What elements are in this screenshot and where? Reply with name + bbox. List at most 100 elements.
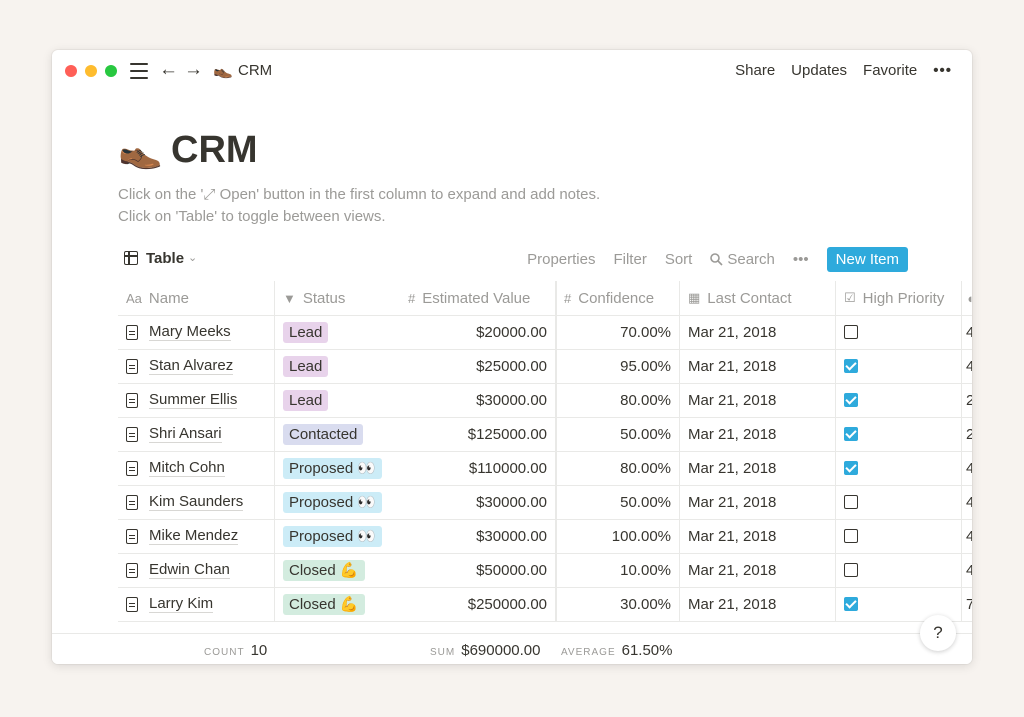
search-button[interactable]: Search [710,251,775,268]
name-cell[interactable]: Stan Alvarez [118,349,275,383]
last-contact-cell[interactable]: Mar 21, 2018 [680,553,836,587]
column-header-last-contact[interactable]: ▦ Last Contact [680,281,836,315]
column-header-overflow[interactable]: ◖ [962,281,972,315]
name-cell[interactable]: Edwin Chan [118,553,275,587]
table-row[interactable]: Stan Alvarez Lead $25000.00 95.00% Mar 21, 2… [118,349,972,384]
confidence-cell[interactable]: 50.00% [556,417,680,451]
column-header-status[interactable]: ▼ Status [275,281,557,315]
more-options-button[interactable]: ••• [933,62,952,79]
last-contact-cell[interactable]: Mar 21, 2018 [680,485,836,519]
view-switcher[interactable]: Table [146,250,185,267]
menu-icon[interactable] [130,63,148,79]
row-name[interactable]: Larry Kim [149,595,214,613]
new-item-button[interactable]: New Item [826,247,908,272]
confidence-cell[interactable]: 50.00% [556,485,680,519]
estimated-value-cell[interactable]: $50000.00 [400,553,556,587]
estimated-value-cell[interactable]: $30000.00 [400,485,556,519]
column-header-high-priority[interactable]: ☑ High Priority [836,281,962,315]
last-contact-cell[interactable]: Mar 21, 2018 [680,383,836,417]
column-header-confidence[interactable]: # Confidence [556,281,680,315]
confidence-cell[interactable]: 80.00% [556,383,680,417]
name-cell[interactable]: Shri Ansari [118,417,275,451]
confidence-cell[interactable]: 10.00% [556,553,680,587]
table-row[interactable]: Mike Mendez Proposed 👀 $30000.00 100.00% Mar… [118,519,972,554]
table-row[interactable]: Kim Saunders Proposed 👀 $30000.00 50.00% Mar… [118,485,972,520]
column-header-estimated-value[interactable]: # Estimated Value [400,281,556,315]
status-cell[interactable]: Proposed 👀 [275,451,557,485]
page-title[interactable]: CRM [171,129,258,171]
sum-aggregate[interactable]: SUM $690000.00 [430,642,540,659]
table-row[interactable]: Larry Kim Closed 💪 $250000.00 30.00% Mar 21,… [118,587,972,622]
high-priority-checkbox[interactable] [844,597,858,611]
table-view-icon[interactable] [124,251,138,265]
view-more-button[interactable]: ••• [792,251,809,268]
table-row[interactable]: Edwin Chan Closed 💪 $50000.00 10.00% Mar 21,… [118,553,972,588]
estimated-value-cell[interactable]: $30000.00 [400,519,556,553]
status-cell[interactable]: Proposed 👀 [275,485,557,519]
last-contact-cell[interactable]: Mar 21, 2018 [680,349,836,383]
page-icon[interactable]: 👞 [118,129,163,170]
high-priority-checkbox[interactable] [844,563,858,577]
minimize-window-button[interactable] [85,65,97,77]
table-row[interactable]: Summer Ellis Lead $30000.00 80.00% Mar 21, 2… [118,383,972,418]
estimated-value-cell[interactable]: $125000.00 [400,417,556,451]
share-button[interactable]: Share [735,62,776,79]
status-cell[interactable]: Lead [275,383,557,417]
row-name[interactable]: Summer Ellis [149,391,238,409]
last-contact-cell[interactable]: Mar 21, 2018 [680,315,836,349]
sort-button[interactable]: Sort [664,251,693,268]
estimated-value-cell[interactable]: $30000.00 [400,383,556,417]
updates-button[interactable]: Updates [791,62,848,79]
column-header-name[interactable]: Aa Name [118,281,275,315]
high-priority-checkbox[interactable] [844,461,858,475]
estimated-value-cell[interactable]: $250000.00 [400,587,556,621]
high-priority-checkbox[interactable] [844,427,858,441]
favorite-button[interactable]: Favorite [863,62,918,79]
high-priority-checkbox[interactable] [844,529,858,543]
estimated-value-cell[interactable]: $25000.00 [400,349,556,383]
close-window-button[interactable] [65,65,77,77]
row-name[interactable]: Shri Ansari [149,425,222,443]
status-cell[interactable]: Proposed 👀 [275,519,557,553]
name-cell[interactable]: Larry Kim [118,587,275,621]
count-aggregate[interactable]: COUNT 10 [204,642,267,659]
properties-button[interactable]: Properties [527,251,596,268]
name-cell[interactable]: Mitch Cohn [118,451,275,485]
name-cell[interactable]: Mary Meeks [118,315,275,349]
row-name[interactable]: Mitch Cohn [149,459,225,477]
filter-button[interactable]: Filter [613,251,647,268]
last-contact-cell[interactable]: Mar 21, 2018 [680,451,836,485]
last-contact-cell[interactable]: Mar 21, 2018 [680,587,836,621]
high-priority-checkbox[interactable] [844,359,858,373]
estimated-value-cell[interactable]: $20000.00 [400,315,556,349]
status-cell[interactable]: Lead [275,349,557,383]
name-cell[interactable]: Mike Mendez [118,519,275,553]
status-cell[interactable]: Closed 💪 [275,587,557,621]
table-row[interactable]: Shri Ansari Contacted $125000.00 50.00% Mar … [118,417,972,452]
forward-arrow-icon[interactable]: → [184,59,203,80]
name-cell[interactable]: Kim Saunders [118,485,275,519]
maximize-window-button[interactable] [105,65,117,77]
row-name[interactable]: Stan Alvarez [149,357,234,375]
last-contact-cell[interactable]: Mar 21, 2018 [680,519,836,553]
confidence-cell[interactable]: 100.00% [556,519,680,553]
confidence-cell[interactable]: 30.00% [556,587,680,621]
table-row[interactable]: Mary Meeks Lead $20000.00 70.00% Mar 21, 201… [118,315,972,350]
breadcrumb-title[interactable]: CRM [238,62,273,79]
confidence-cell[interactable]: 95.00% [556,349,680,383]
row-name[interactable]: Kim Saunders [149,493,244,511]
high-priority-checkbox[interactable] [844,495,858,509]
table-row[interactable]: Mitch Cohn Proposed 👀 $110000.00 80.00% Mar … [118,451,972,486]
status-cell[interactable]: Lead [275,315,557,349]
name-cell[interactable]: Summer Ellis [118,383,275,417]
average-aggregate[interactable]: AVERAGE 61.50% [561,642,672,659]
row-name[interactable]: Mike Mendez [149,527,239,545]
estimated-value-cell[interactable]: $110000.00 [400,451,556,485]
row-name[interactable]: Mary Meeks [149,323,231,341]
high-priority-checkbox[interactable] [844,393,858,407]
confidence-cell[interactable]: 80.00% [556,451,680,485]
back-arrow-icon[interactable]: ← [159,59,178,80]
chevron-down-icon[interactable]: ⌄ [188,252,198,264]
confidence-cell[interactable]: 70.00% [556,315,680,349]
row-name[interactable]: Edwin Chan [149,561,230,579]
